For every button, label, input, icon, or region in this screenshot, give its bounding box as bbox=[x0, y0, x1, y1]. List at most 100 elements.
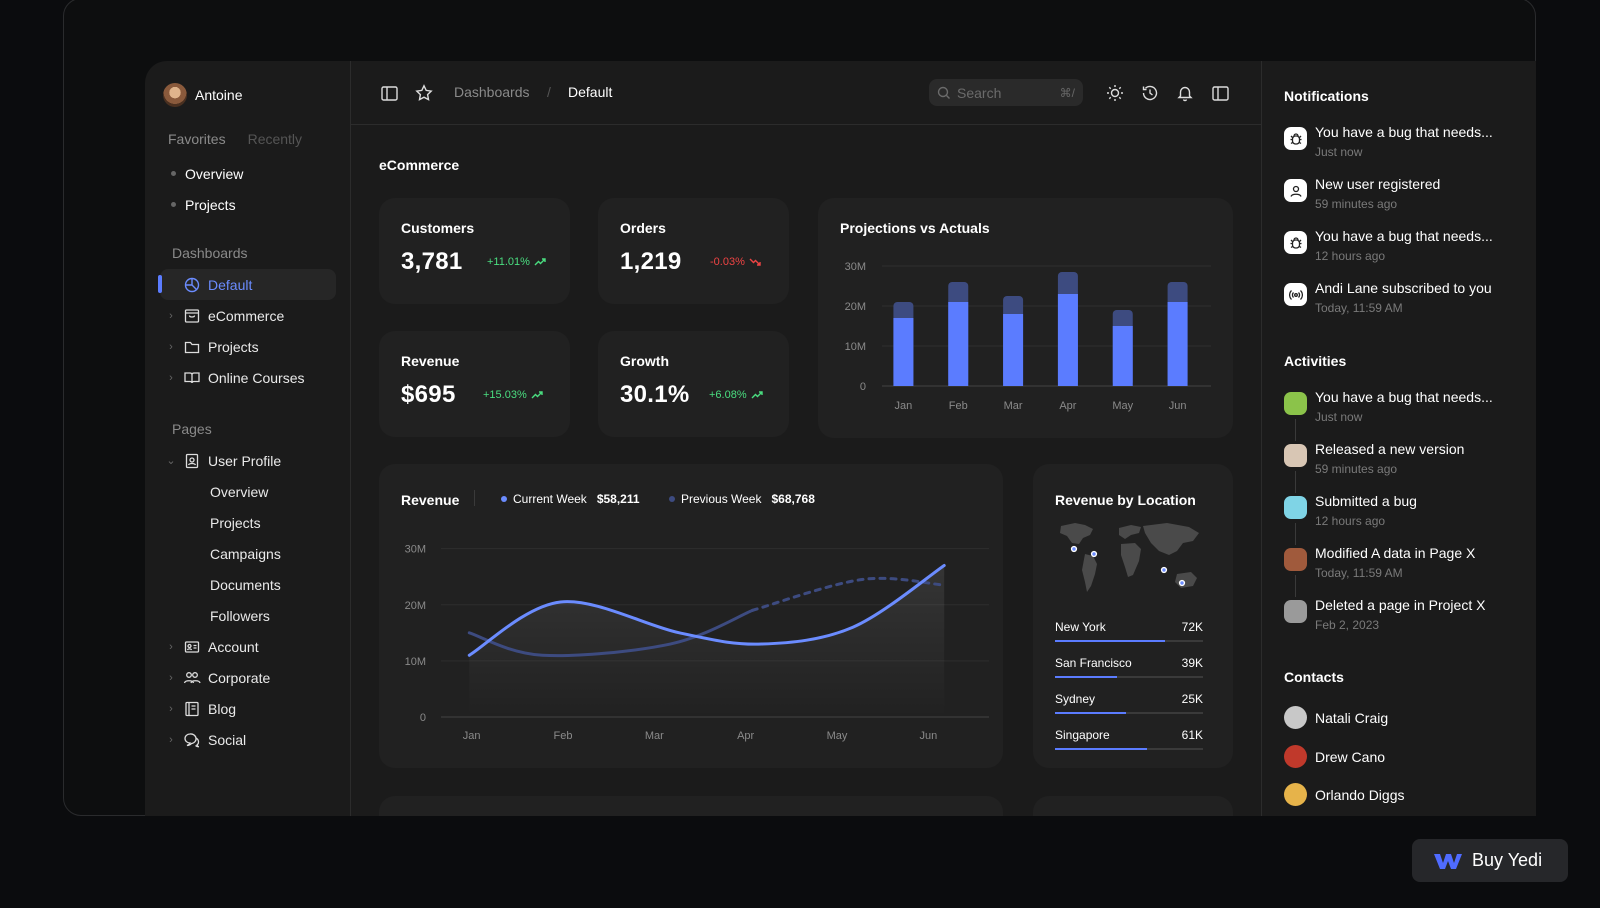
x-tick-label: Jun bbox=[1169, 400, 1187, 412]
pie-chart-icon bbox=[182, 276, 202, 294]
favorite-item-overview[interactable]: Overview bbox=[171, 158, 243, 189]
next-card bbox=[379, 796, 1003, 816]
breadcrumb-dashboards[interactable]: Dashboards bbox=[454, 84, 530, 100]
actual-bar bbox=[1057, 294, 1078, 386]
buy-button[interactable]: Buy Yedi bbox=[1412, 839, 1568, 882]
bullet-dot-icon bbox=[171, 202, 176, 207]
previous-week-line bbox=[467, 608, 754, 658]
avatar bbox=[1284, 392, 1307, 415]
id-badge-icon bbox=[182, 452, 202, 470]
panel-toggle-icon[interactable] bbox=[1210, 83, 1230, 103]
chevron-right-icon: › bbox=[169, 671, 173, 684]
sun-icon[interactable] bbox=[1105, 83, 1125, 103]
right-panel: Notifications You have a bug that needs.… bbox=[1261, 61, 1536, 816]
history-icon[interactable] bbox=[1140, 83, 1160, 103]
location-card: Revenue by Location New York 72K San Fran… bbox=[1033, 464, 1233, 768]
sidebar-item-label: User Profile bbox=[208, 452, 282, 469]
sidebar-subitem-campaigns[interactable]: Campaigns bbox=[210, 545, 281, 562]
favorites-tabs: Favorites Recently bbox=[168, 131, 302, 147]
progress-fill bbox=[1055, 712, 1127, 714]
pages-nav: ⌄ User Profile Overview Projects Campaig… bbox=[160, 445, 336, 755]
notification-item[interactable]: You have a bug that needs... Just now bbox=[1284, 124, 1524, 168]
legend-previous-week[interactable]: Previous Week $68,768 bbox=[669, 492, 815, 506]
y-tick-label: 0 bbox=[420, 712, 426, 724]
trend-up-icon bbox=[531, 391, 543, 399]
id-card-icon bbox=[182, 638, 202, 656]
folder-icon bbox=[182, 338, 202, 356]
sidebar-subitem-documents[interactable]: Documents bbox=[210, 576, 281, 593]
sidebar-item-label: Social bbox=[208, 731, 247, 748]
bell-icon[interactable] bbox=[1175, 83, 1195, 103]
sidebar-item-social[interactable]: › Social bbox=[160, 724, 336, 755]
activity-item[interactable]: You have a bug that needs... Just now bbox=[1284, 389, 1524, 433]
sidebar-item-default[interactable]: Default bbox=[158, 269, 336, 300]
sidebar-item-label: eCommerce bbox=[208, 307, 285, 324]
notification-item[interactable]: New user registered 59 minutes ago bbox=[1284, 176, 1524, 220]
x-tick-label: Feb bbox=[949, 400, 968, 412]
chat-bubbles-icon bbox=[182, 731, 202, 749]
tab-favorites[interactable]: Favorites bbox=[168, 131, 226, 147]
star-icon[interactable] bbox=[414, 83, 434, 103]
current-week-line bbox=[467, 563, 946, 657]
y-tick-label: 20M bbox=[405, 600, 426, 612]
search-input[interactable]: Search ⌘/ bbox=[929, 79, 1083, 106]
contact-item[interactable]: Natali Craig bbox=[1284, 706, 1388, 729]
kpi-revenue[interactable]: Revenue $695 +15.03% bbox=[379, 331, 570, 437]
sidebar-item-projects[interactable]: › Projects bbox=[160, 331, 336, 362]
divider bbox=[474, 490, 475, 506]
trend-up-icon bbox=[534, 258, 546, 266]
sidebar-item-online-courses[interactable]: › Online Courses bbox=[160, 362, 336, 393]
activity-item[interactable]: Deleted a page in Project X Feb 2, 2023 bbox=[1284, 597, 1524, 641]
contacts-heading: Contacts bbox=[1284, 669, 1344, 685]
y-tick-label: 20M bbox=[845, 301, 866, 313]
breadcrumb-default[interactable]: Default bbox=[568, 84, 613, 100]
legend-dot-icon bbox=[669, 496, 675, 502]
bullet-dot-icon bbox=[171, 171, 176, 176]
kpi-value: 1,219 bbox=[620, 248, 682, 275]
sidebar-subitem-followers[interactable]: Followers bbox=[210, 607, 270, 624]
chevron-right-icon: › bbox=[169, 371, 173, 384]
contact-item[interactable]: Drew Cano bbox=[1284, 745, 1385, 768]
notebook-icon bbox=[182, 700, 202, 718]
user-profile[interactable]: Antoine bbox=[163, 83, 242, 107]
y-tick-label: 10M bbox=[405, 656, 426, 668]
legend-current-week[interactable]: Current Week $58,211 bbox=[501, 492, 640, 506]
kpi-value: $695 bbox=[401, 381, 456, 408]
notification-item[interactable]: Andi Lane subscribed to you Today, 11:59… bbox=[1284, 280, 1524, 324]
chevron-down-icon: ⌄ bbox=[166, 455, 176, 467]
sidebar-item-user-profile[interactable]: ⌄ User Profile bbox=[160, 445, 336, 476]
chart-title: Revenue bbox=[401, 492, 460, 508]
dashboards-nav: Default › eCommerce › Projects › Online … bbox=[158, 269, 336, 393]
y-tick-label: 30M bbox=[405, 544, 426, 556]
bug-icon bbox=[1284, 231, 1307, 254]
y-tick-label: 30M bbox=[845, 261, 866, 273]
kpi-customers[interactable]: Customers 3,781 +11.01% bbox=[379, 198, 570, 304]
kpi-growth[interactable]: Growth 30.1% +6.08% bbox=[598, 331, 789, 437]
sidebar-subitem-projects[interactable]: Projects bbox=[210, 514, 261, 531]
notification-item[interactable]: You have a bug that needs... 12 hours ag… bbox=[1284, 228, 1524, 272]
activity-item[interactable]: Submitted a bug 12 hours ago bbox=[1284, 493, 1524, 537]
kpi-change: -0.03% bbox=[710, 256, 761, 268]
favorite-item-projects[interactable]: Projects bbox=[171, 189, 243, 220]
kpi-value: 30.1% bbox=[620, 381, 690, 408]
sidebar-item-ecommerce[interactable]: › eCommerce bbox=[160, 300, 336, 331]
x-tick-label: Mar bbox=[1004, 400, 1023, 412]
tab-recently[interactable]: Recently bbox=[247, 131, 303, 147]
y-tick-label: 10M bbox=[845, 341, 866, 353]
chart-title: Revenue by Location bbox=[1055, 492, 1196, 508]
webflow-logo-icon bbox=[1434, 853, 1462, 869]
sidebar-item-account[interactable]: › Account bbox=[160, 631, 336, 662]
search-icon bbox=[937, 86, 950, 99]
kpi-change: +6.08% bbox=[709, 389, 763, 401]
sidebar-item-corporate[interactable]: › Corporate bbox=[160, 662, 336, 693]
contact-item[interactable]: Orlando Diggs bbox=[1284, 783, 1405, 806]
sidebar-item-blog[interactable]: › Blog bbox=[160, 693, 336, 724]
kpi-orders[interactable]: Orders 1,219 -0.03% bbox=[598, 198, 789, 304]
avatar bbox=[1284, 548, 1307, 571]
activity-item[interactable]: Released a new version 59 minutes ago bbox=[1284, 441, 1524, 485]
sidebar-toggle-icon[interactable] bbox=[379, 83, 399, 103]
page-title: eCommerce bbox=[379, 157, 460, 173]
sidebar-subitem-overview[interactable]: Overview bbox=[210, 483, 269, 500]
activity-item[interactable]: Modified A data in Page X Today, 11:59 A… bbox=[1284, 545, 1524, 589]
progress-fill bbox=[1055, 676, 1118, 678]
